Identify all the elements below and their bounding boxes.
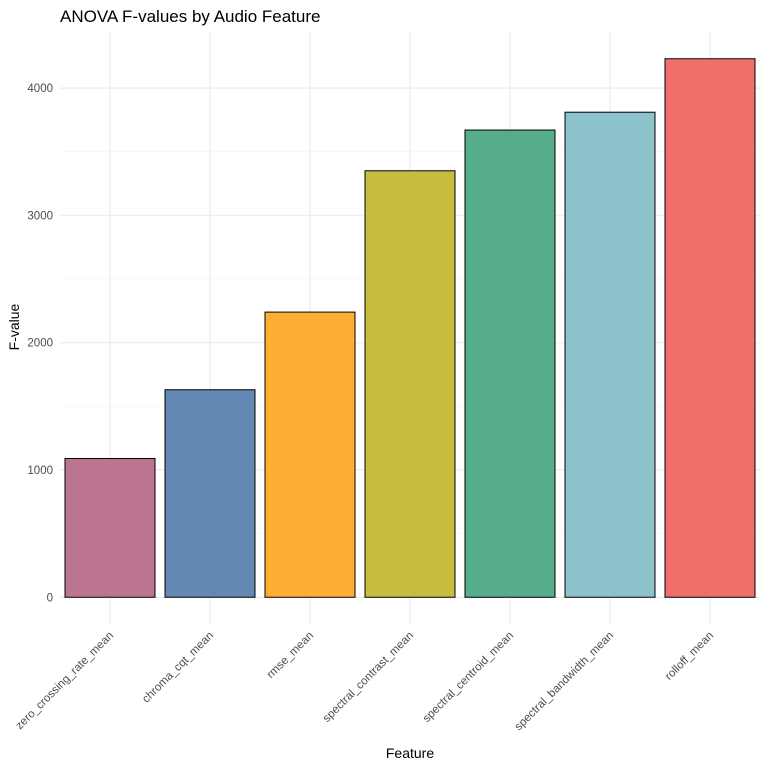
- bar-rmse-mean: [264, 311, 356, 598]
- bar-spectral-centroid-mean: [464, 129, 556, 598]
- x-tick-label: spectral_contrast_mean: [321, 630, 416, 725]
- y-tick-label: 2000: [27, 338, 53, 350]
- bar-zero-crossing-rate-mean: [64, 457, 156, 598]
- y-tick-label: 4000: [27, 83, 53, 95]
- x-axis-title: Feature: [386, 745, 434, 761]
- bar-rolloff-mean: [664, 58, 756, 598]
- bars: [64, 58, 756, 598]
- y-tick-label: 3000: [27, 210, 53, 222]
- x-tick-label: rmse_mean: [265, 630, 316, 681]
- bar-spectral-contrast-mean: [364, 170, 456, 598]
- x-tick-label: spectral_bandwidth_mean: [513, 630, 616, 733]
- x-tick-label: spectral_centroid_mean: [421, 630, 516, 725]
- x-tick-label: zero_crossing_rate_mean: [14, 630, 117, 733]
- y-axis-title: F-value: [6, 303, 22, 350]
- x-axis-ticks: zero_crossing_rate_mean chroma_cqt_mean rm…: [14, 630, 717, 733]
- chart-title: ANOVA F-values by Audio Feature: [60, 7, 320, 26]
- x-tick-label: chroma_cqt_mean: [140, 630, 216, 706]
- bar-spectral-bandwidth-mean: [564, 111, 656, 598]
- y-axis-ticks: 0 1000 2000 3000 4000: [27, 83, 53, 604]
- y-tick-label: 1000: [27, 465, 53, 477]
- bar-chroma-cqt-mean: [164, 389, 256, 598]
- y-tick-label: 0: [47, 592, 53, 604]
- x-tick-label: rolloff_mean: [663, 630, 716, 683]
